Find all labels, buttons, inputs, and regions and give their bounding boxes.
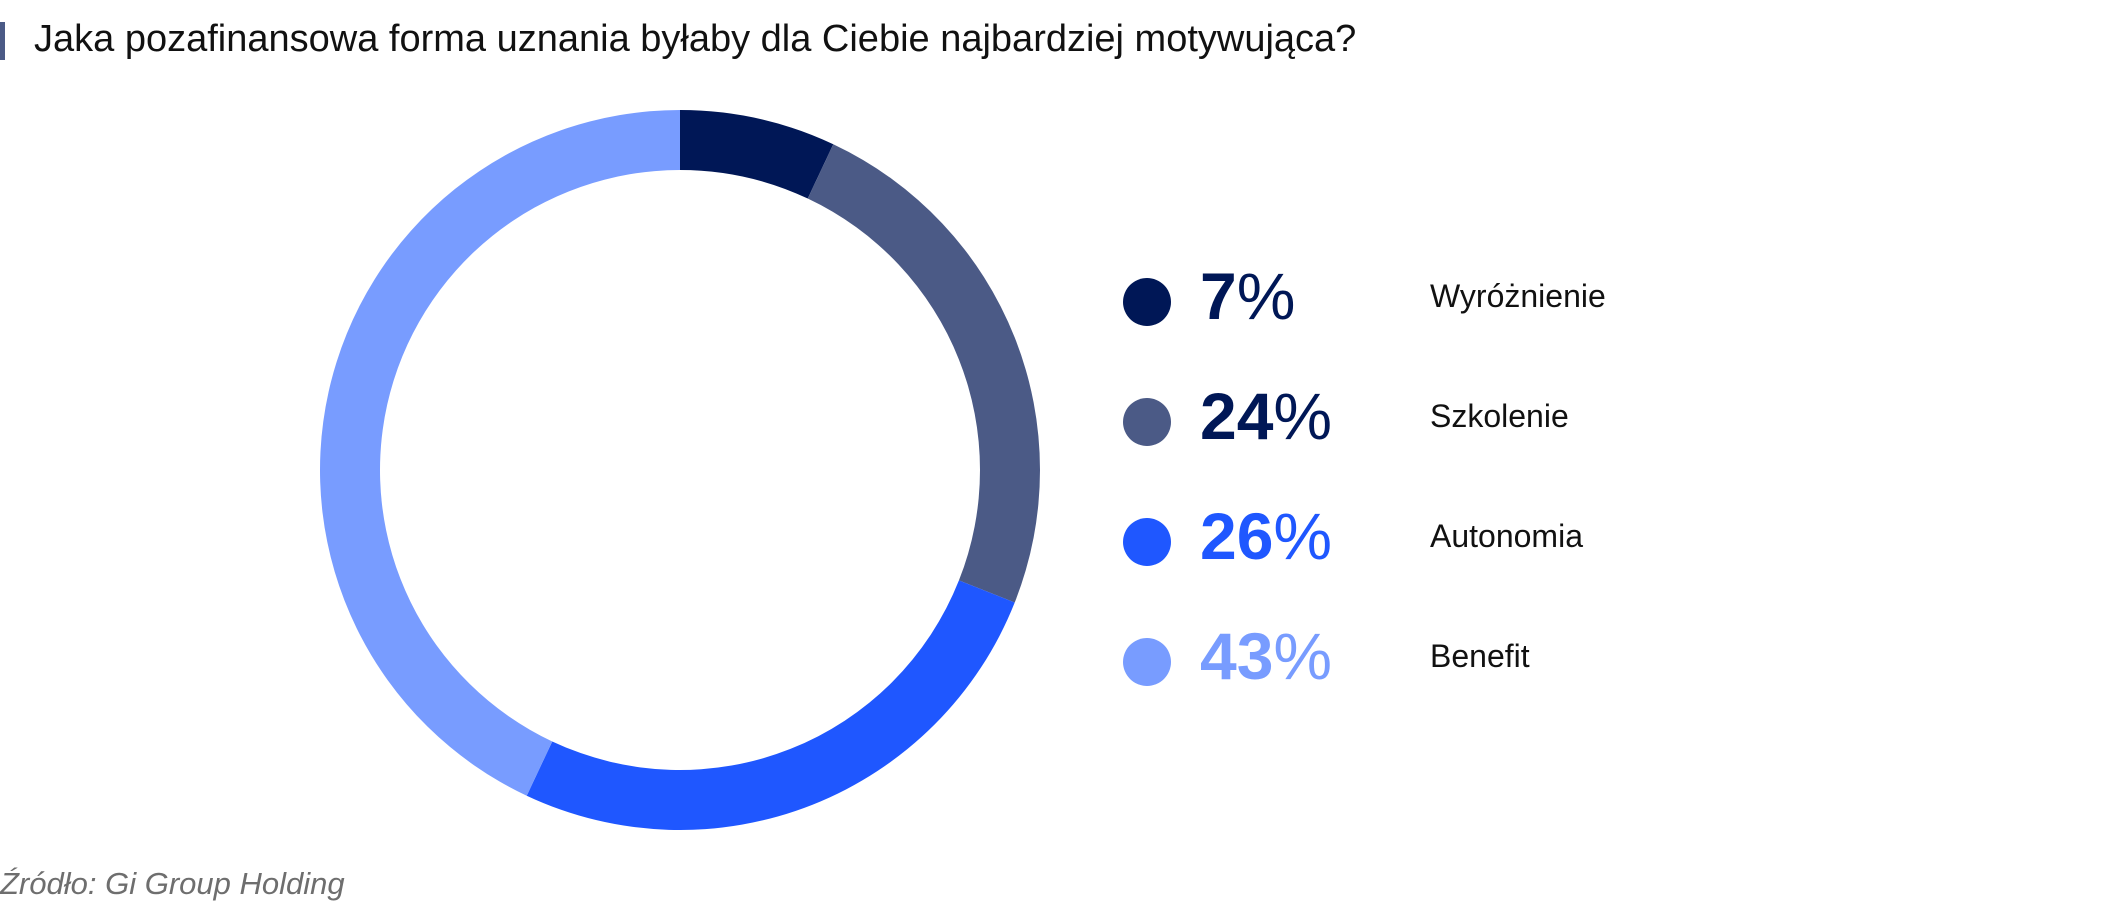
legend-value: 43% (1200, 616, 1332, 696)
legend-label: Wyróżnienie (1430, 278, 1606, 314)
data-label: 7 (1200, 259, 1237, 333)
legend-swatch (1123, 398, 1171, 446)
legend-item: 7% Wyróżnienie (1110, 248, 1830, 368)
legend-item: 43% Benefit (1110, 608, 1830, 728)
donut-slice-2 (807, 144, 1040, 603)
percent-unit: % (1236, 259, 1296, 333)
legend-label: Szkolenie (1430, 398, 1569, 434)
legend-label: Benefit (1430, 638, 1530, 674)
data-label: 24 (1200, 379, 1274, 453)
donut-slice-3 (526, 580, 1015, 830)
chart-legend: 7% Wyróżnienie 24% Szkolenie 26% Autonomia 43%… (1110, 248, 1830, 728)
donut-chart (320, 110, 1040, 830)
source-note: Źródło: Gi Group Holding (0, 866, 345, 901)
legend-label: Autonomia (1430, 518, 1583, 554)
percent-unit: % (1273, 619, 1333, 693)
percent-unit: % (1273, 499, 1333, 573)
legend-swatch (1123, 278, 1171, 326)
legend-value: 26% (1200, 496, 1332, 576)
legend-value: 24% (1200, 376, 1332, 456)
chart-title: Jaka pozafinansowa forma uznania byłaby … (34, 18, 1357, 60)
legend-swatch (1123, 518, 1171, 566)
donut-slice-4 (320, 110, 680, 796)
data-label: 26 (1200, 499, 1274, 573)
data-label: 43 (1200, 619, 1274, 693)
percent-unit: % (1273, 379, 1333, 453)
legend-value: 7% (1200, 256, 1295, 336)
legend-item: 26% Autonomia (1110, 488, 1830, 608)
legend-item: 24% Szkolenie (1110, 368, 1830, 488)
title-accent-bar (0, 22, 5, 60)
donut-slice-1 (680, 110, 834, 199)
legend-swatch (1123, 638, 1171, 686)
